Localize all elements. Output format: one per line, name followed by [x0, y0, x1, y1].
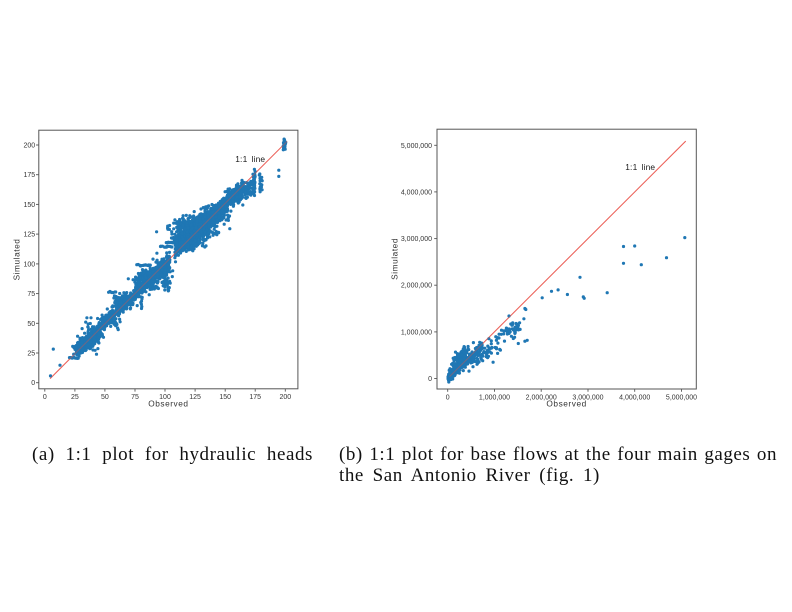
svg-text:150: 150 [24, 202, 36, 209]
svg-text:50: 50 [101, 394, 109, 401]
svg-text:2,000,000: 2,000,000 [401, 283, 432, 290]
svg-text:0: 0 [446, 394, 450, 401]
svg-text:25: 25 [71, 394, 79, 401]
svg-text:5,000,000: 5,000,000 [401, 143, 432, 150]
svg-text:100: 100 [159, 394, 171, 401]
svg-text:Observed: Observed [546, 399, 586, 409]
svg-text:1,000,000: 1,000,000 [401, 329, 432, 336]
svg-text:Simulated: Simulated [389, 238, 399, 280]
svg-text:150: 150 [219, 394, 231, 401]
svg-text:0: 0 [43, 394, 47, 401]
svg-text:3,000,000: 3,000,000 [572, 394, 603, 401]
svg-text:200: 200 [24, 143, 36, 150]
svg-text:200: 200 [279, 394, 291, 401]
svg-text:2,000,000: 2,000,000 [526, 394, 557, 401]
svg-text:4,000,000: 4,000,000 [619, 394, 650, 401]
svg-text:125: 125 [24, 232, 36, 239]
svg-text:75: 75 [27, 291, 35, 298]
svg-text:0: 0 [428, 376, 432, 383]
svg-text:25: 25 [27, 351, 35, 358]
svg-text:100: 100 [24, 261, 36, 268]
svg-text:1:1 line: 1:1 line [625, 162, 655, 172]
svg-text:1,000,000: 1,000,000 [479, 394, 510, 401]
svg-text:Simulated: Simulated [12, 239, 22, 281]
svg-text:3,000,000: 3,000,000 [401, 236, 432, 243]
svg-text:Observed: Observed [148, 399, 188, 409]
svg-text:75: 75 [131, 394, 139, 401]
svg-text:4,000,000: 4,000,000 [401, 189, 432, 196]
svg-text:125: 125 [189, 394, 201, 401]
svg-text:50: 50 [27, 321, 35, 328]
svg-text:175: 175 [249, 394, 261, 401]
svg-text:0: 0 [31, 380, 35, 387]
svg-text:175: 175 [24, 172, 36, 179]
svg-text:1:1 line: 1:1 line [235, 154, 265, 164]
svg-text:5,000,000: 5,000,000 [666, 394, 697, 401]
